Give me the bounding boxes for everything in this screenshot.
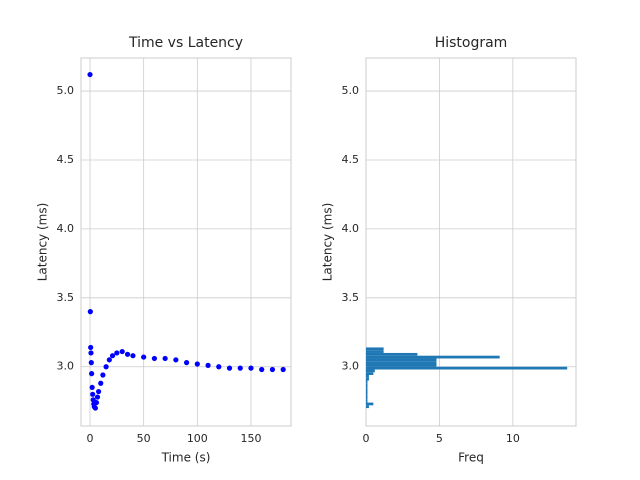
y-axis-label: Latency (ms) — [321, 203, 335, 282]
x-tick-label: 0 — [87, 432, 94, 445]
point — [89, 371, 95, 377]
hist-bar — [366, 391, 368, 395]
y-tick-label: 5.0 — [57, 84, 75, 97]
point — [109, 353, 116, 359]
y-tick-label: 3.5 — [57, 291, 75, 304]
x-tick-label: 50 — [137, 432, 151, 445]
chart-title: Histogram — [435, 35, 508, 51]
y-tick-label: 4.5 — [342, 153, 360, 166]
hist-bar — [366, 358, 437, 362]
hist-bar — [366, 394, 368, 398]
point — [141, 354, 147, 360]
x-tick-label: 5 — [436, 432, 443, 445]
y-tick-label: 4.5 — [57, 153, 75, 166]
point — [269, 366, 276, 373]
hist-bar — [366, 361, 437, 364]
point — [130, 353, 136, 359]
point — [93, 399, 100, 406]
y-tick-label: 5.0 — [342, 84, 360, 97]
y-tick-label: 3.0 — [57, 360, 75, 373]
hist-bar — [366, 366, 568, 370]
point — [119, 348, 125, 355]
y-tick-label: 3.5 — [342, 291, 360, 304]
x-tick-label: 10 — [506, 432, 520, 445]
point — [194, 361, 200, 367]
x-tick-label: 0 — [363, 432, 370, 445]
x-tick-label: 150 — [240, 432, 261, 445]
hist-bar — [366, 402, 374, 406]
hist-bar — [366, 350, 384, 353]
x-axis-label: Time (s) — [161, 451, 211, 465]
point — [87, 309, 93, 315]
point — [248, 365, 254, 371]
y-axis-label: Latency (ms) — [36, 203, 50, 282]
point — [183, 359, 190, 366]
point — [88, 344, 94, 351]
point — [151, 355, 157, 362]
hist-bar — [366, 397, 368, 400]
hist-bar — [366, 372, 374, 376]
hist-bar — [366, 355, 500, 359]
point — [205, 362, 211, 368]
hist-bar — [366, 388, 368, 392]
hist-bar — [366, 386, 368, 389]
y-tick-label: 4.0 — [342, 222, 360, 235]
x-axis-label: Freq — [458, 451, 484, 465]
point — [237, 365, 243, 371]
hist-bar — [366, 347, 384, 351]
point — [89, 384, 95, 391]
point — [92, 405, 98, 411]
point — [259, 366, 265, 373]
hist-bar — [366, 380, 368, 384]
point — [226, 365, 233, 371]
point — [173, 357, 179, 363]
hist-bar — [366, 399, 368, 403]
point — [103, 364, 109, 370]
point — [88, 359, 94, 366]
point — [162, 355, 168, 362]
hist-bar — [366, 352, 418, 356]
point — [106, 357, 112, 363]
point — [90, 391, 96, 397]
hist-bar — [366, 405, 369, 409]
hist-bar — [366, 375, 369, 378]
point — [88, 350, 94, 356]
point — [94, 394, 101, 400]
point — [114, 350, 120, 356]
point — [95, 388, 102, 395]
y-tick-label: 4.0 — [57, 222, 75, 235]
point — [216, 364, 222, 370]
hist-bar — [366, 363, 437, 367]
point — [100, 372, 106, 378]
hist-bar — [366, 383, 368, 387]
point — [98, 380, 104, 386]
point — [124, 351, 131, 357]
axes-frame — [365, 57, 577, 427]
hist-bar — [366, 369, 375, 373]
hist-bar — [366, 377, 369, 381]
point — [87, 71, 93, 78]
y-tick-label: 3.0 — [342, 360, 360, 373]
x-tick-label: 100 — [187, 432, 208, 445]
point — [280, 366, 286, 373]
axes-frame — [80, 57, 292, 427]
chart-title: Time vs Latency — [128, 35, 243, 51]
